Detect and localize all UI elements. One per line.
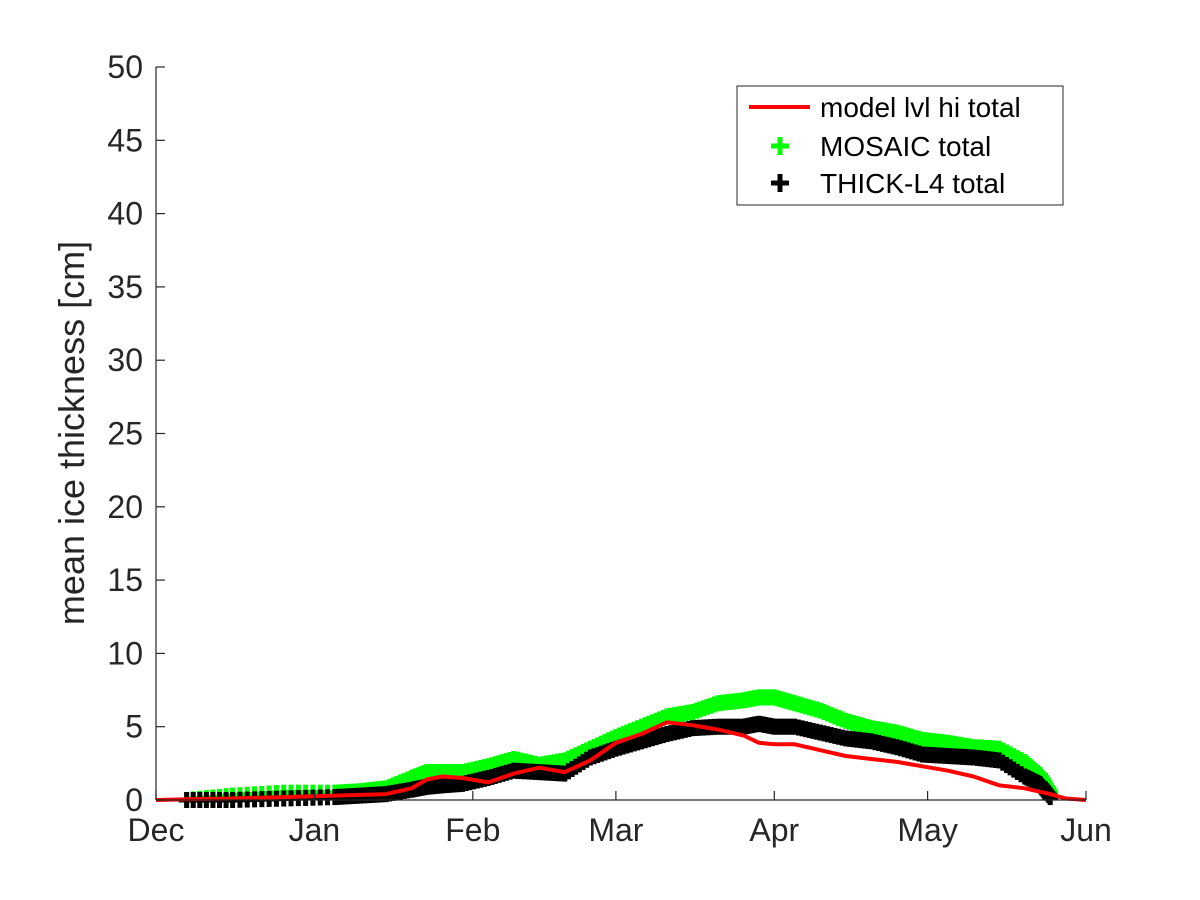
- legend: model lvl hi total MOSAIC total THICK-L4 t…: [736, 85, 1064, 206]
- y-axis-title: mean ice thickness [cm]: [51, 241, 92, 625]
- x-tick-label: Dec: [128, 812, 185, 848]
- plot-area: [155, 689, 1087, 808]
- x-tick-label: Mar: [588, 812, 643, 848]
- legend-label: THICK-L4 total: [820, 168, 1005, 199]
- y-tick-label: 20: [107, 489, 143, 525]
- series-line-model-lvl-hi-total: [155, 720, 1087, 802]
- y-tick-label: 0: [125, 782, 143, 818]
- x-tick-label: Jun: [1060, 812, 1112, 848]
- y-tick-label: 35: [107, 269, 143, 305]
- y-tick-label: 10: [107, 635, 143, 671]
- y-tick-label: 25: [107, 416, 143, 452]
- y-tick-label: 5: [125, 709, 143, 745]
- x-tick-label: Jan: [289, 812, 341, 848]
- x-tick-label: May: [897, 812, 957, 848]
- y-tick-label: 40: [107, 196, 143, 232]
- y-tick-label: 50: [107, 49, 143, 85]
- legend-swatch-marker: [771, 137, 789, 155]
- y-tick-label: 30: [107, 342, 143, 378]
- y-tick-label: 15: [107, 562, 143, 598]
- y-tick-label: 45: [107, 122, 143, 158]
- legend-label: MOSAIC total: [820, 131, 991, 162]
- x-tick-label: Apr: [749, 812, 799, 848]
- legend-label: model lvl hi total: [820, 92, 1021, 123]
- legend-swatch-marker: [771, 174, 789, 192]
- x-tick-label: Feb: [445, 812, 500, 848]
- ticks: 0 5 10 15 20 25 30 35 40 45 50 Dec Jan Feb Mar Apr May Ju…: [107, 49, 1111, 848]
